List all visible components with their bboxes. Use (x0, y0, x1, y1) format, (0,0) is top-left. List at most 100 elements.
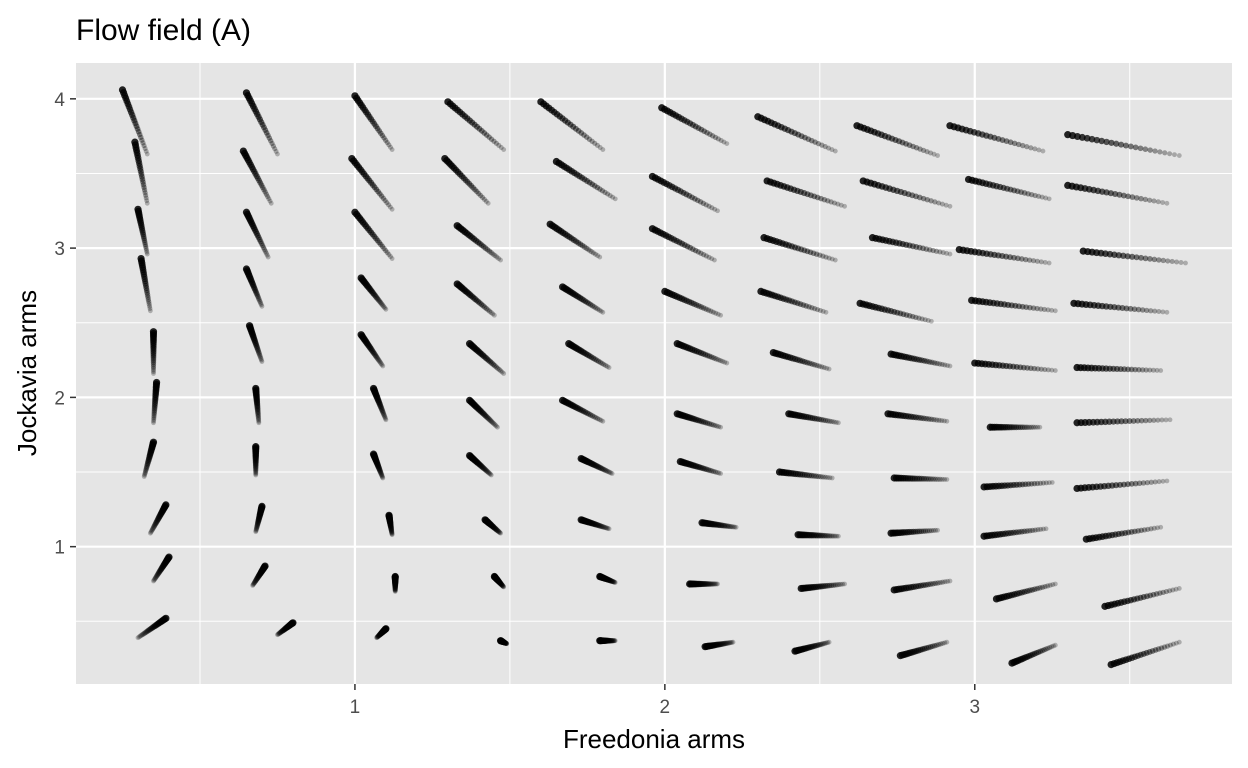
trajectory-point (484, 246, 491, 253)
trajectory-point (251, 580, 257, 586)
trajectory-point (1019, 481, 1026, 488)
trajectory-point (586, 136, 593, 142)
trajectory-point (836, 420, 841, 426)
trajectory-point (1138, 417, 1145, 424)
trajectory-point (151, 404, 158, 410)
trajectory-point (937, 249, 943, 255)
trajectory-point (813, 415, 820, 422)
trajectory-point (588, 248, 594, 254)
trajectory-point (838, 581, 844, 587)
trajectory-point (722, 523, 729, 529)
trajectory-point (599, 188, 606, 194)
trajectory-point (814, 194, 821, 201)
trajectory-point (145, 458, 152, 465)
trajectory-point (150, 352, 157, 359)
trajectory-point (1016, 529, 1023, 535)
trajectory (135, 614, 170, 641)
trajectory-point (1138, 195, 1144, 202)
trajectory-point (252, 459, 259, 466)
trajectory-point (599, 360, 605, 366)
trajectory-point (1026, 587, 1033, 594)
trajectory-point (1159, 417, 1165, 423)
trajectory-point (383, 137, 389, 143)
trajectory-point (256, 417, 262, 423)
trajectory-point (729, 639, 735, 645)
trajectory-point (605, 191, 611, 197)
x-tick-label: 1 (350, 697, 361, 718)
trajectory-point (930, 476, 936, 482)
trajectory-point (490, 251, 496, 257)
trajectory-point (836, 582, 842, 588)
trajectory-point (279, 628, 285, 634)
trajectory-point (262, 127, 269, 133)
trajectory-point (142, 629, 148, 636)
trajectory-point (1147, 147, 1153, 153)
trajectory-point (817, 532, 824, 539)
trajectory-point (481, 466, 488, 472)
trajectory-point (944, 418, 950, 424)
trajectory-point (1176, 153, 1182, 158)
trajectory-point (386, 252, 392, 258)
trajectory-point (589, 138, 595, 144)
trajectory-point (1113, 140, 1120, 147)
trajectory (769, 349, 832, 372)
trajectory-point (143, 245, 149, 251)
trajectory-point (820, 417, 827, 423)
trajectory-point (832, 148, 838, 154)
trajectory-point (273, 148, 279, 154)
trajectory-point (381, 413, 387, 419)
trajectory-point (483, 305, 489, 312)
trajectory-point (258, 302, 264, 308)
trajectory-point (1031, 365, 1038, 372)
trajectory-point (254, 408, 261, 414)
trajectory-point (1028, 424, 1034, 430)
trajectory-point (1142, 255, 1149, 262)
trajectory (275, 619, 297, 638)
trajectory-point (150, 525, 156, 531)
trajectory (444, 98, 507, 152)
trajectory-point (612, 638, 618, 644)
trajectory-point (1128, 481, 1135, 487)
trajectory (147, 501, 170, 536)
trajectory-point (142, 471, 148, 477)
trajectory-point (259, 242, 266, 249)
trajectory-point (144, 463, 150, 469)
trajectory-point (380, 363, 386, 369)
trajectory-point (806, 304, 812, 310)
trajectory-point (380, 475, 386, 481)
trajectory-point (142, 145, 148, 151)
trajectory (698, 519, 739, 530)
trajectory-point (1036, 193, 1042, 199)
trajectory-point (376, 239, 382, 246)
trajectory-point (491, 421, 497, 427)
trajectory-point (374, 634, 380, 640)
trajectory-point (927, 581, 934, 587)
trajectory (884, 410, 950, 424)
trajectory-point (258, 355, 264, 361)
trajectory-point (937, 476, 943, 482)
trajectory (676, 457, 724, 476)
trajectory-point (478, 301, 485, 308)
trajectory-point (1043, 195, 1049, 201)
trajectory-point (836, 533, 841, 539)
trajectory-point (804, 248, 811, 255)
trajectory-point (698, 250, 704, 256)
trajectory (971, 359, 1058, 373)
trajectory-point (1142, 146, 1149, 152)
trajectory-point (924, 196, 931, 203)
trajectory-point (826, 145, 832, 151)
trajectory-point (1047, 644, 1053, 651)
trajectory-point (606, 469, 612, 475)
trajectory-point (1157, 149, 1163, 155)
trajectory-point (1132, 366, 1139, 373)
trajectory (118, 86, 150, 157)
trajectory-point (254, 406, 261, 413)
trajectory-point (595, 415, 601, 422)
trajectory-point (255, 518, 262, 525)
trajectory-point (143, 287, 150, 294)
trajectory-point (378, 193, 385, 199)
trajectory-point (253, 343, 260, 349)
trajectory-point (280, 627, 287, 633)
trajectory (239, 147, 274, 206)
trajectory-point (258, 182, 265, 188)
